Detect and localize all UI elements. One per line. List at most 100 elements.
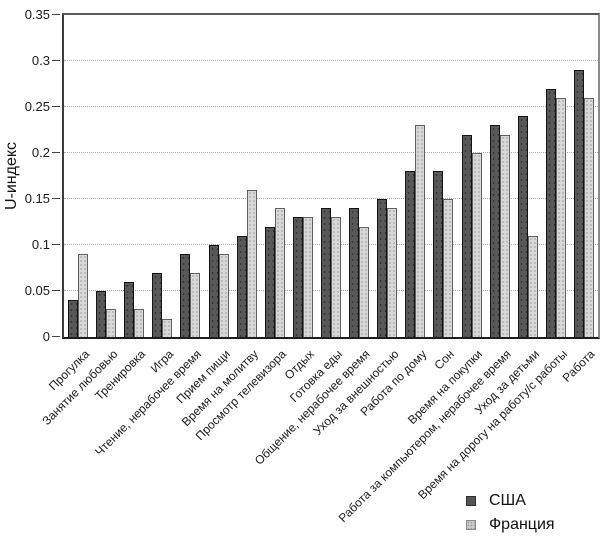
bar-group [486, 15, 514, 337]
bar-group [429, 15, 457, 337]
bar-usa [517, 116, 528, 337]
bar-group [542, 15, 570, 337]
bar-usa [152, 272, 163, 337]
bar-usa [405, 171, 416, 337]
x-tick-label: Прием пищи [173, 347, 233, 407]
bar-france [499, 134, 510, 337]
bar-france [471, 153, 482, 337]
bar-usa [377, 199, 388, 337]
x-tick-label: Прогулка [45, 347, 92, 394]
x-tick-label: Уход за внешностью [310, 347, 402, 438]
bar-france [218, 254, 229, 337]
bar-usa [545, 88, 556, 337]
bar-usa [208, 245, 219, 337]
y-tick-mark [52, 244, 60, 245]
gridline [64, 152, 598, 153]
gridline [64, 60, 598, 61]
x-tick-label: Время на покупки [405, 347, 486, 427]
bar-group [176, 15, 204, 337]
bar-usa [292, 217, 303, 337]
bar-group [64, 15, 92, 337]
bar-france [274, 208, 285, 337]
bar-group [570, 15, 598, 337]
y-tick-label: 0.15 [24, 191, 50, 206]
x-tick-label: Отдых [281, 347, 317, 383]
y-tick-label: 0.1 [31, 237, 50, 252]
bar-group [289, 15, 317, 337]
bar-group [458, 15, 486, 337]
x-tick-label: Чтение, нерабочее время [92, 347, 205, 459]
legend-swatch-france [466, 520, 476, 530]
x-tick-label: Игра [147, 347, 177, 376]
y-tick-mark [52, 336, 60, 337]
y-tick-label: 0.3 [31, 53, 50, 68]
legend-label: Франция [489, 516, 555, 533]
x-tick-label: Работа [559, 347, 598, 385]
y-tick-mark [52, 60, 60, 61]
legend-label: США [489, 492, 526, 509]
bar-usa [68, 300, 79, 337]
plot-area [62, 13, 600, 339]
y-tick-mark [52, 198, 60, 199]
bar-france [190, 272, 201, 337]
bars-layer [64, 15, 598, 337]
bar-usa [264, 226, 275, 337]
bar-group [514, 15, 542, 337]
bar-group [92, 15, 120, 337]
y-tick-mark [52, 152, 60, 153]
bar-usa [461, 134, 472, 337]
bar-france [415, 125, 426, 337]
bar-usa [321, 208, 332, 337]
y-axis-ticks: 0 0.05 0.1 0.15 0.2 0.25 0.3 0.35 [0, 7, 62, 344]
bar-france [555, 97, 566, 337]
x-tick-label: Просмотр телевизора [192, 347, 289, 444]
x-tick-label: Тренировка [92, 347, 149, 404]
x-tick-label: Время на дорогу на работу/с работы [414, 347, 570, 502]
bar-france [162, 318, 173, 337]
legend-swatch-usa [466, 496, 476, 506]
bar-usa [124, 281, 135, 337]
x-tick-label: Работа по дому [357, 347, 430, 419]
gridline [64, 106, 598, 107]
bar-france [302, 217, 313, 337]
y-tick-label: 0 [42, 329, 50, 344]
bar-france [78, 254, 89, 337]
x-tick-label: Уход за детьми [471, 347, 542, 418]
bar-group [317, 15, 345, 337]
bar-usa [180, 254, 191, 337]
y-tick-label: 0.2 [31, 145, 50, 160]
bar-group [373, 15, 401, 337]
bar-france [331, 217, 342, 337]
bar-france [359, 226, 370, 337]
bar-usa [349, 208, 360, 337]
bar-usa [236, 235, 247, 337]
bar-usa [433, 171, 444, 337]
bar-group [261, 15, 289, 337]
bar-group [401, 15, 429, 337]
y-tick-mark [52, 106, 60, 107]
legend: США Франция [466, 492, 555, 534]
bar-group [233, 15, 261, 337]
bar-usa [96, 291, 107, 337]
x-tick-label: Готовка еды [286, 347, 345, 406]
bar-usa [574, 70, 585, 337]
x-tick-label: Время на молитву [178, 347, 261, 430]
bar-france [527, 235, 538, 337]
bar-france [443, 199, 454, 337]
gridline [64, 198, 598, 199]
y-tick-mark [52, 14, 60, 15]
x-tick-label: Общение, нерабочее время [252, 347, 374, 468]
bar-france [106, 309, 117, 337]
bar-france [584, 97, 595, 337]
legend-item: Франция [466, 516, 555, 534]
x-tick-label: Занятие любовью [39, 347, 121, 428]
bar-group [205, 15, 233, 337]
y-tick-mark [52, 290, 60, 291]
bar-group [120, 15, 148, 337]
y-tick-label: 0.35 [24, 7, 50, 22]
y-tick-label: 0.05 [24, 283, 50, 298]
bar-france [387, 208, 398, 337]
bar-group [345, 15, 373, 337]
legend-item: США [466, 492, 555, 510]
